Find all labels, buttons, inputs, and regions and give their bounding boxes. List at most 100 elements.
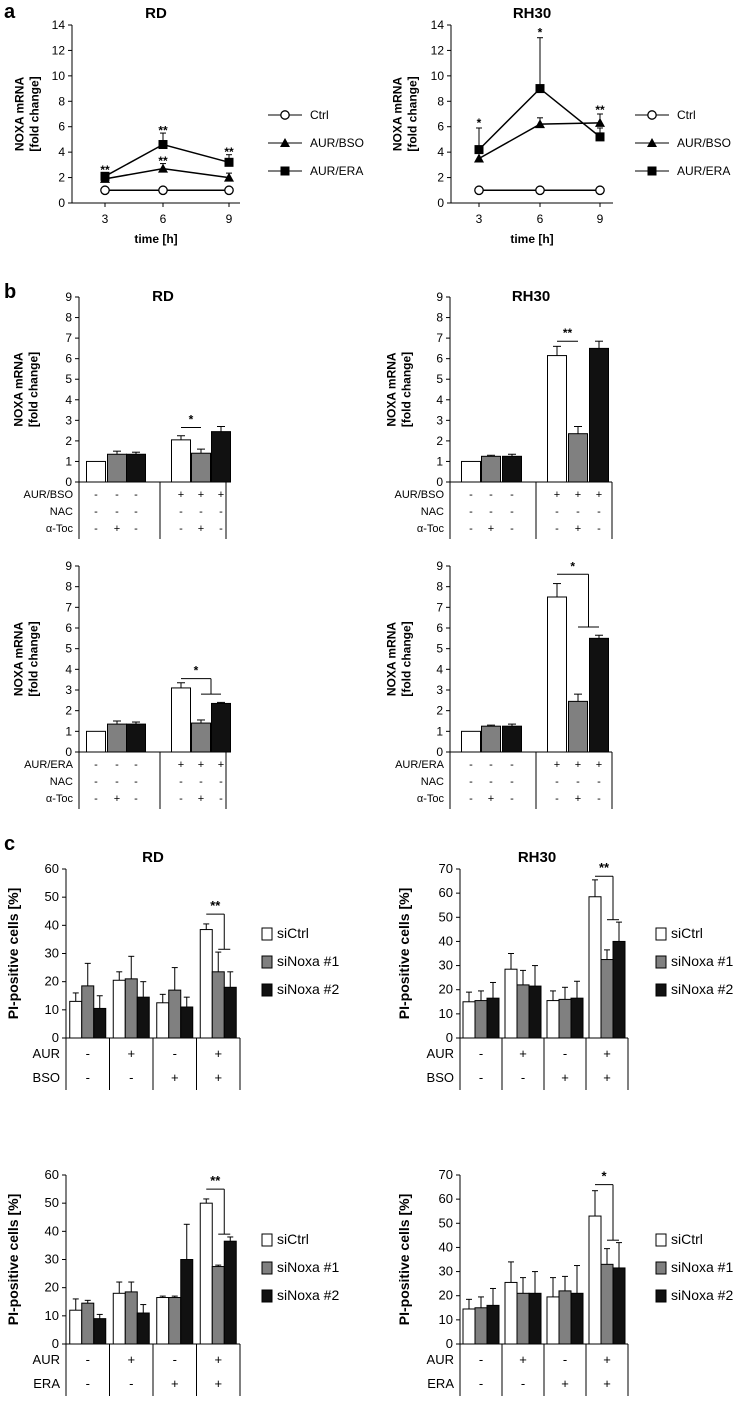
condition-cell: - [597,523,601,535]
condition-cell: - [597,776,601,788]
condition-cell: - [489,759,493,771]
chart-title: RH30 [513,5,551,22]
bar [112,1292,126,1345]
condition-cell: + [596,489,602,501]
significance-mark: * [477,116,482,130]
condition-cell: + [214,1352,222,1367]
bar [600,959,614,1039]
condition-cell: - [129,1070,133,1085]
condition-cell: - [510,489,514,501]
data-point [595,185,605,196]
y-tick-label: 14 [431,18,445,32]
chart-c-rh30-bso: RH30 0 10 20 30 40 50 60 70 PI-positive cells [%]… [396,849,733,1090]
bar [502,455,522,483]
y-tick-label: 4 [437,145,444,159]
condition-label: NAC [50,776,73,788]
panel-label-a: a [4,1,16,23]
bar [211,1266,225,1345]
condition-cell: - [219,523,223,535]
condition-cell: + [575,489,581,501]
y-tick-label: 8 [58,94,65,108]
condition-cell: + [127,1046,135,1061]
bar [570,997,584,1039]
series-line-AUR/BSO [478,122,601,160]
legend-marker [280,166,290,176]
y-axis-label: [fold change] [400,621,414,696]
condition-cell: - [510,759,514,771]
bar [199,929,213,1039]
y-tick-label: 2 [436,704,443,718]
y-tick-label: 8 [436,311,443,325]
y-tick-label: 10 [52,69,66,83]
bar [86,730,106,753]
condition-label: AUR/BSO [23,489,73,501]
condition-label: α-Toc [46,523,74,535]
condition-cell: - [555,776,559,788]
significance-mark: ** [210,1173,221,1188]
bar [168,989,182,1039]
condition-cell: - [469,759,473,771]
y-tick-label: 8 [65,311,72,325]
y-axis-label: NOXA mRNA [391,77,405,152]
condition-cell: - [510,793,514,805]
condition-cell: - [179,506,183,518]
bar [81,985,95,1039]
y-tick-label: 2 [65,704,72,718]
bar [126,723,146,753]
y-tick-label: 1 [436,454,443,468]
bar [588,1215,602,1345]
y-tick-label: 14 [52,18,66,32]
y-tick-label: 0 [65,475,72,489]
y-axis-label: NOXA mRNA [12,352,26,427]
bar [69,1000,83,1039]
bar [462,1001,476,1039]
bar [568,433,588,483]
bar [223,986,237,1039]
y-tick-label: 3 [65,413,72,427]
condition-label: AUR [427,1352,454,1367]
y-tick-label: 4 [65,662,72,676]
legend-label: AUR/BSO [310,136,364,150]
condition-cell: - [134,759,138,771]
bar [516,984,530,1039]
condition-cell: + [198,523,204,535]
y-axis-label: [fold change] [27,621,41,696]
y-tick-label: 4 [436,662,443,676]
condition-cell: - [179,523,183,535]
y-axis-label: NOXA mRNA [13,77,27,152]
y-tick-label: 70 [439,861,453,876]
legend-marker [647,138,657,147]
condition-label: ERA [427,1376,454,1391]
data-point [100,185,110,196]
condition-label: α-Toc [46,793,74,805]
condition-cell: - [489,489,493,501]
condition-cell: + [178,759,184,771]
y-tick-label: 1 [436,724,443,738]
y-tick-label: 60 [45,1167,59,1182]
condition-cell: - [134,776,138,788]
chart-a-rh30: RH30 0 2 4 6 8 10 12 14 3 6 9 time [h] NOXA mRNA [fold… [391,5,732,246]
condition-cell: + [127,1352,135,1367]
y-tick-label: 8 [436,580,443,594]
legend-swatch [261,1289,273,1303]
y-tick-label: 8 [65,580,72,594]
condition-cell: - [479,1070,483,1085]
bar [126,453,146,483]
condition-cell: - [86,1046,90,1061]
condition-cell: + [554,489,560,501]
y-tick-label: 3 [436,413,443,427]
bar [589,347,609,483]
legend-label: AUR/BSO [677,136,731,150]
x-axis-label: time [h] [134,232,177,246]
y-tick-label: 0 [446,1030,453,1045]
bar [461,730,481,753]
y-tick-label: 2 [65,434,72,448]
legend-marker [280,138,290,147]
legend-label: AUR/ERA [310,164,363,178]
condition-cell: + [554,759,560,771]
y-tick-label: 4 [436,393,443,407]
chart-title: RD [142,849,164,866]
condition-cell: - [94,793,98,805]
bar [588,896,602,1039]
